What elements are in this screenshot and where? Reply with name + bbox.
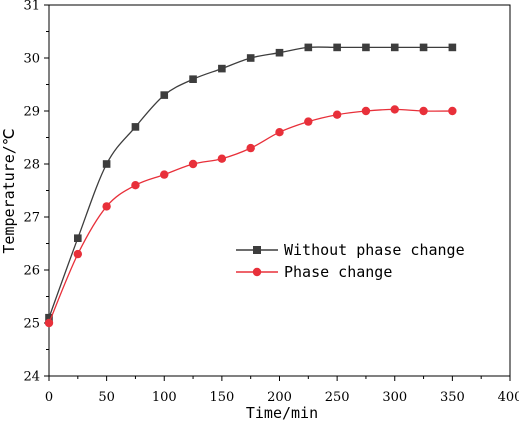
- data-point-square: [102, 160, 111, 168]
- series-line: [48, 108, 453, 324]
- y-tick-label: 30: [23, 52, 40, 67]
- data-point-circle: [73, 249, 83, 259]
- x-tick-label: 100: [152, 390, 177, 405]
- data-point-circle: [44, 318, 54, 328]
- data-point-circle: [102, 202, 111, 211]
- data-point-circle: [217, 154, 227, 163]
- plot-frame: [48, 4, 511, 377]
- data-point-square: [362, 43, 370, 52]
- series-layer: [44, 43, 457, 328]
- y-tick-label: 25: [23, 317, 40, 332]
- data-point-circle: [131, 181, 140, 190]
- series-without-phase-change: [45, 43, 457, 322]
- y-tick-label: 29: [23, 105, 40, 120]
- x-tick-label: 300: [382, 390, 407, 405]
- x-tick-label: 350: [440, 390, 465, 405]
- data-point-circle: [246, 143, 255, 153]
- y-tick-label: 27: [23, 211, 40, 226]
- data-point-circle: [188, 159, 198, 169]
- data-point-square: [160, 91, 169, 99]
- data-point-circle: [160, 170, 169, 179]
- y-tick-label: 28: [23, 158, 40, 173]
- data-point-circle: [304, 117, 313, 126]
- data-point-circle: [275, 128, 284, 137]
- data-point-square: [74, 234, 82, 242]
- y-axis-title: Temperature/℃: [0, 128, 18, 253]
- legend-marker-without-phase-change: [253, 246, 261, 254]
- legend: Without phase change Phase change: [236, 241, 465, 281]
- data-point-square: [304, 43, 313, 52]
- x-tick-label: 50: [98, 390, 115, 405]
- x-tick-label: 200: [267, 390, 292, 405]
- y-tick-label: 31: [23, 0, 40, 14]
- data-point-circle: [419, 106, 428, 116]
- data-point-circle: [390, 105, 399, 114]
- x-tick-label: 0: [45, 390, 53, 405]
- data-point-square: [275, 48, 284, 57]
- legend-label-phase-change: Phase change: [284, 263, 392, 281]
- x-tick-label: 400: [498, 390, 519, 405]
- x-tick-label: 150: [209, 390, 234, 405]
- series-phase-change: [44, 105, 457, 328]
- data-point-square: [131, 123, 140, 131]
- data-point-circle: [332, 110, 342, 119]
- data-point-square: [419, 43, 428, 52]
- data-point-square: [448, 43, 457, 52]
- y-tick-label: 24: [23, 370, 40, 385]
- x-axis-title: Time/min: [246, 404, 318, 422]
- data-point-square: [333, 43, 341, 52]
- data-point-square: [246, 54, 255, 62]
- data-point-square: [390, 43, 399, 52]
- x-axis-ticks: 0 50 100 150 200 250 300 350 400: [45, 376, 519, 405]
- legend-marker-phase-change: [252, 267, 262, 277]
- y-tick-label: 26: [23, 264, 40, 279]
- data-point-square: [45, 313, 53, 322]
- data-point-square: [218, 64, 226, 73]
- plot-area-border: [48, 4, 511, 377]
- legend-label-without-phase-change: Without phase change: [284, 241, 465, 259]
- data-point-circle: [448, 106, 457, 116]
- x-tick-label: 250: [325, 390, 350, 405]
- data-point-circle: [361, 106, 371, 116]
- data-point-square: [189, 75, 197, 83]
- y-axis-ticks: 24 25 26 27 28 29 30 31: [23, 0, 49, 385]
